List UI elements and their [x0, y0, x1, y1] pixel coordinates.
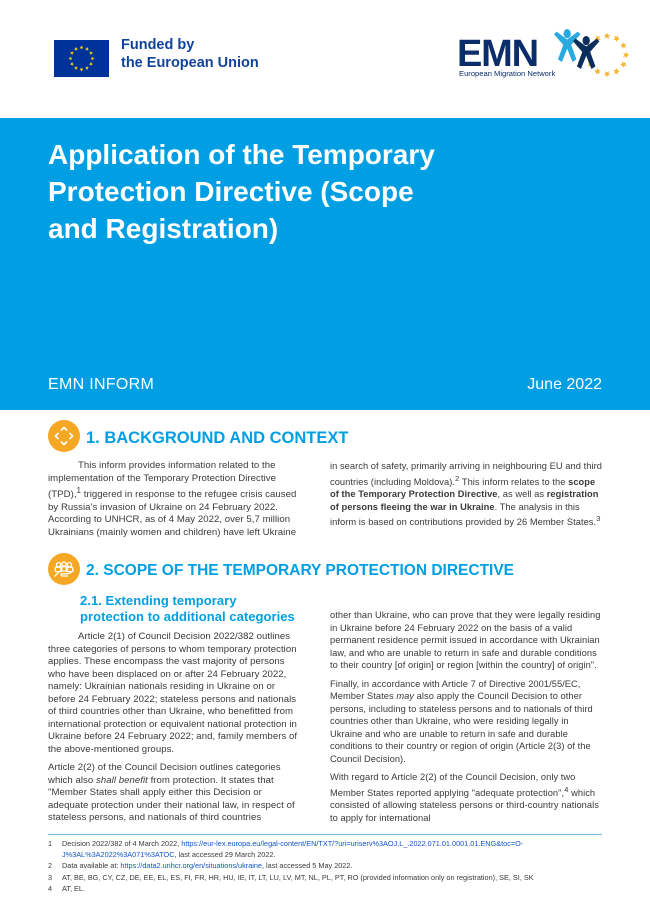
- svg-text:European Migration Network: European Migration Network: [459, 69, 555, 78]
